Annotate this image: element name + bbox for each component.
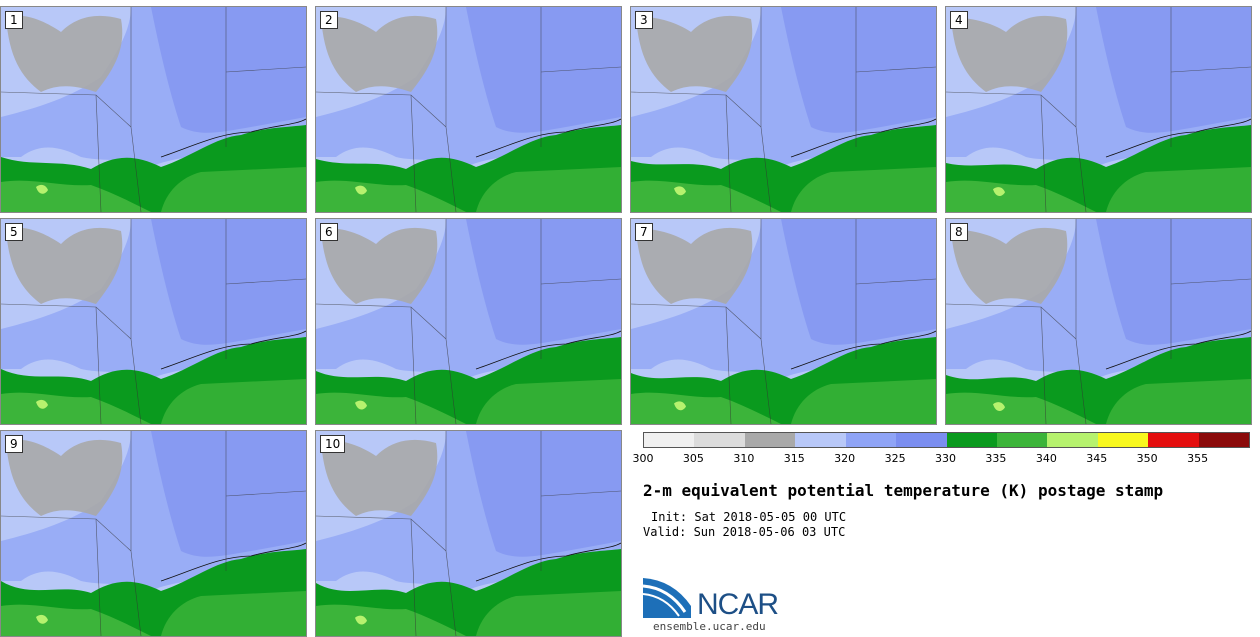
ncar-logo-text: NCAR (697, 588, 779, 621)
colorbar-tick-label: 330 (935, 452, 956, 465)
member-number-label: 8 (950, 223, 968, 241)
member-number-label: 5 (5, 223, 23, 241)
postage-stamp-map[interactable]: 9 (0, 430, 307, 637)
postage-stamp-map[interactable]: 1 (0, 6, 307, 213)
plot-title: 2-m equivalent potential temperature (K)… (643, 481, 1164, 500)
postage-stamp-map[interactable]: 4 (945, 6, 1252, 213)
colorbar-segment (644, 433, 695, 447)
member-number-label: 1 (5, 11, 23, 29)
colorbar-tick-label: 345 (1086, 452, 1108, 465)
postage-stamp-map[interactable]: 6 (315, 218, 622, 425)
postage-stamp-map[interactable]: 3 (630, 6, 937, 213)
colorbar-segment (896, 433, 947, 447)
postage-stamp-map[interactable]: 2 (315, 6, 622, 213)
member-number-label: 7 (635, 223, 653, 241)
member-number-label: 9 (5, 435, 23, 453)
colorbar-ticks: 300 305 310 315 320 325 330 335 340 345 350 355 (633, 452, 1248, 466)
colorbar-tick-label: 300 (632, 452, 654, 465)
postage-stamp-map[interactable]: 5 (0, 218, 307, 425)
colorbar-tick-label: 355 (1187, 452, 1209, 465)
colorbar-segment (1148, 433, 1199, 447)
colorbar-segment (1047, 433, 1098, 447)
colorbar-segment (996, 433, 1048, 447)
member-number-label: 10 (320, 435, 346, 453)
colorbar-tick-label: 325 (884, 452, 906, 465)
colorbar-segment (845, 433, 897, 447)
member-number-label: 3 (635, 11, 653, 29)
colorbar-tick-label: 315 (783, 452, 805, 465)
colorbar-tick-label: 335 (985, 452, 1007, 465)
colorbar-segment (744, 433, 796, 447)
colorbar-tick-label: 305 (682, 452, 704, 465)
init-time: Init: Sat 2018-05-05 00 UTC (651, 510, 847, 524)
ncar-logo-icon (643, 578, 691, 618)
colorbar (643, 432, 1250, 448)
postage-stamp-map[interactable]: 7 (630, 218, 937, 425)
colorbar-segment (946, 433, 997, 447)
site-url[interactable]: ensemble.ucar.edu (653, 620, 766, 633)
postage-stamp-map[interactable]: 10 (315, 430, 622, 637)
member-number-label: 4 (950, 11, 968, 29)
valid-time: Valid: Sun 2018-05-06 03 UTC (643, 525, 846, 539)
colorbar-tick-label: 340 (1035, 452, 1057, 465)
colorbar-tick-label: 310 (733, 452, 755, 465)
colorbar-tick-label: 320 (834, 452, 856, 465)
colorbar-tick-label: 350 (1136, 452, 1158, 465)
colorbar-segment (1097, 433, 1149, 447)
colorbar-segment (694, 433, 745, 447)
member-number-label: 2 (320, 11, 338, 29)
colorbar-segment (1198, 433, 1250, 447)
colorbar-segment (795, 433, 846, 447)
member-number-label: 6 (320, 223, 338, 241)
postage-stamp-map[interactable]: 8 (945, 218, 1252, 425)
